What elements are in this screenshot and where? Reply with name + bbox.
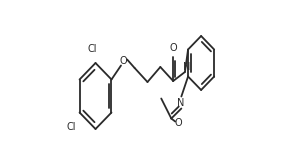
Text: O: O: [169, 43, 177, 53]
Text: O: O: [174, 119, 182, 128]
Text: Cl: Cl: [87, 44, 97, 54]
Text: N: N: [183, 62, 191, 72]
Text: Cl: Cl: [67, 122, 76, 132]
Text: O: O: [120, 57, 128, 67]
Text: N: N: [176, 97, 184, 108]
